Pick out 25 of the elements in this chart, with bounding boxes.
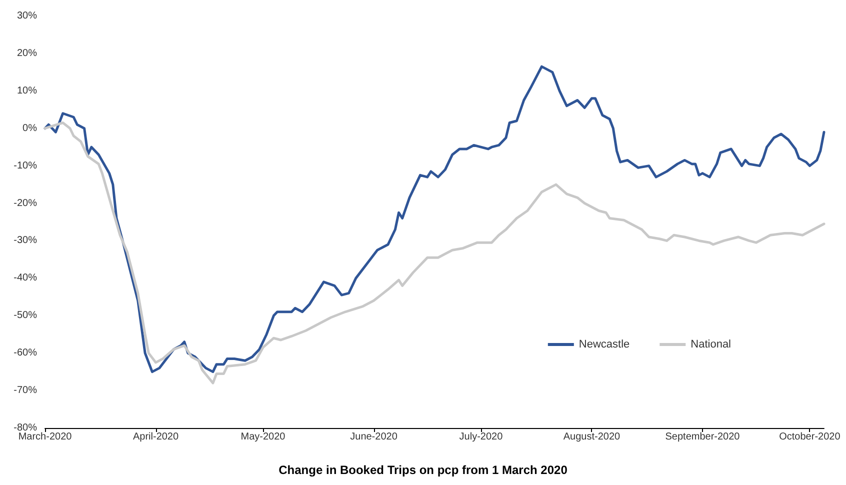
y-tick-label: 20% [16,48,38,59]
y-tick-label: -10% [14,160,38,172]
x-tick-label: May-2020 [240,432,286,442]
y-tick-label: 30% [16,10,38,22]
legend-label: Newcastle [578,338,630,350]
y-tick-label: -60% [14,348,38,359]
y-tick-label: 10% [16,85,38,96]
text: Change in Booked Trips on pcp from 1 March 2020 [278,463,568,477]
x-tick-label: March-2020 [18,432,72,442]
y-tick-label: -50% [14,310,38,322]
x-tick-label: September-2020 [665,432,740,442]
y-tick-label: -20% [14,198,38,209]
y-tick-label: 0% [22,122,38,134]
y-tick-label: -80% [14,422,38,434]
line-series [44,121,826,384]
x-tick-label: June-2020 [350,432,398,442]
x-tick-label: October-2020 [779,432,841,442]
x-tick-label: July-2020 [459,432,504,442]
x-tick-label: April-2020 [132,432,179,442]
legend-label: National [690,338,731,350]
x-tick-label: August-2020 [563,432,621,442]
line-series [44,65,826,374]
y-tick-label: -40% [14,272,38,284]
y-tick-label: -70% [14,385,38,396]
y-tick-label: -30% [14,235,38,246]
